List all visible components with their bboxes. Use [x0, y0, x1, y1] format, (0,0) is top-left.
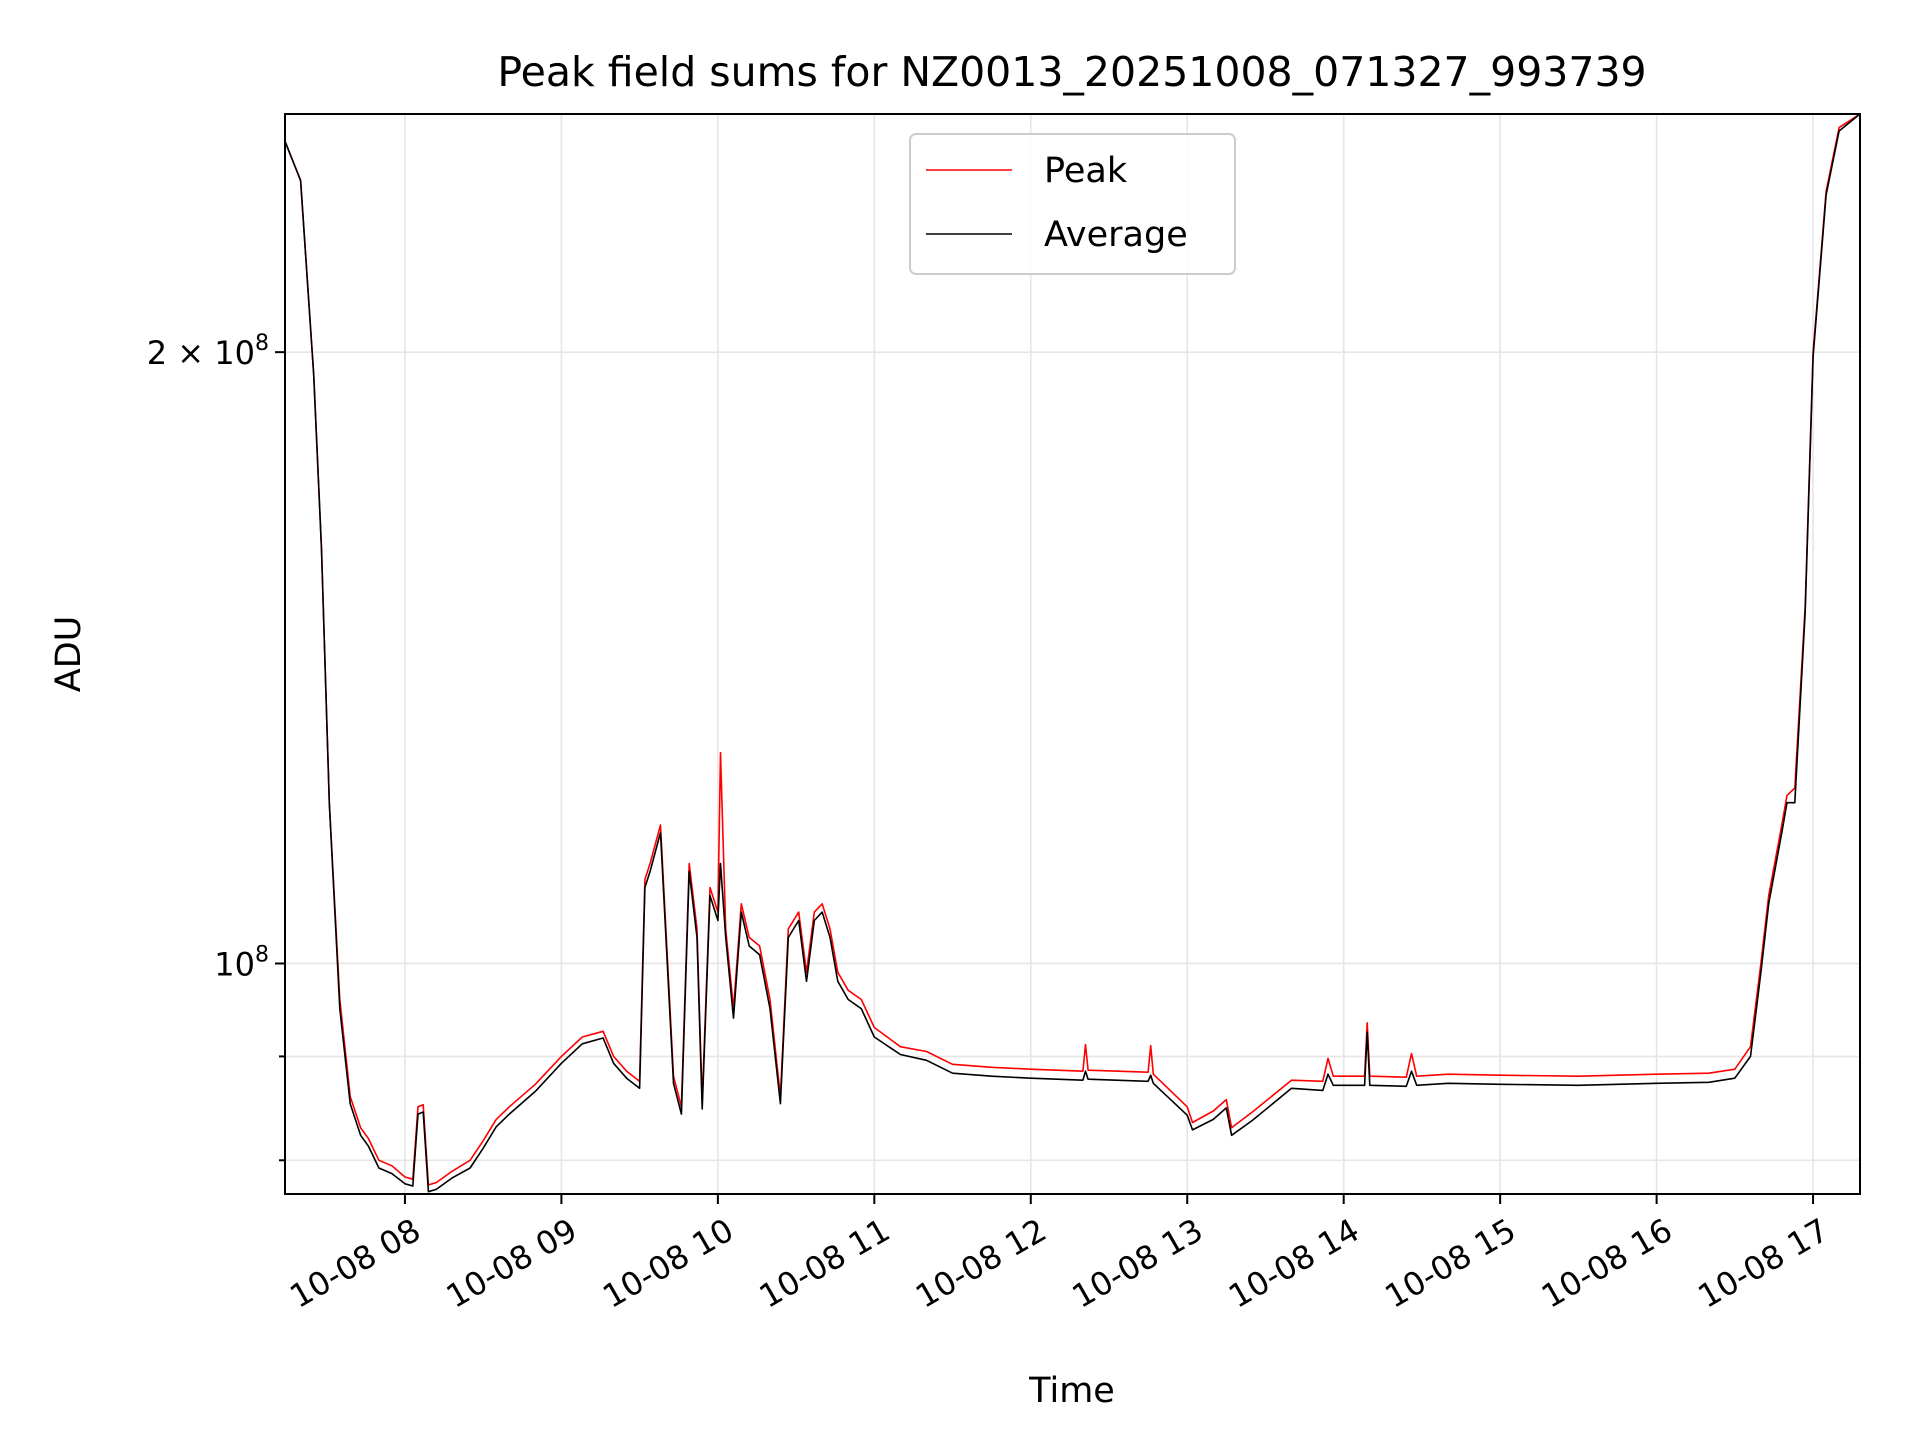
- plot-area-frame: [284, 113, 1861, 1195]
- series-lines: [285, 114, 1860, 1193]
- grid: [285, 114, 1860, 1194]
- series-line-peak: [285, 114, 1860, 1186]
- y-axis-label: ADU: [49, 616, 89, 693]
- series-line-average: [285, 114, 1860, 1193]
- legend: Peak Average: [909, 133, 1236, 275]
- legend-peak-label: Peak: [1044, 151, 1128, 191]
- legend-average-label: Average: [1044, 215, 1188, 255]
- chart-title: Peak field sums for NZ0013_20251008_0713…: [497, 48, 1646, 96]
- x-axis-label: Time: [1028, 1371, 1115, 1411]
- y-tick-label: 2 × 108: [147, 331, 269, 372]
- legend-box: [909, 133, 1236, 275]
- y-tick-label: 108: [214, 942, 269, 983]
